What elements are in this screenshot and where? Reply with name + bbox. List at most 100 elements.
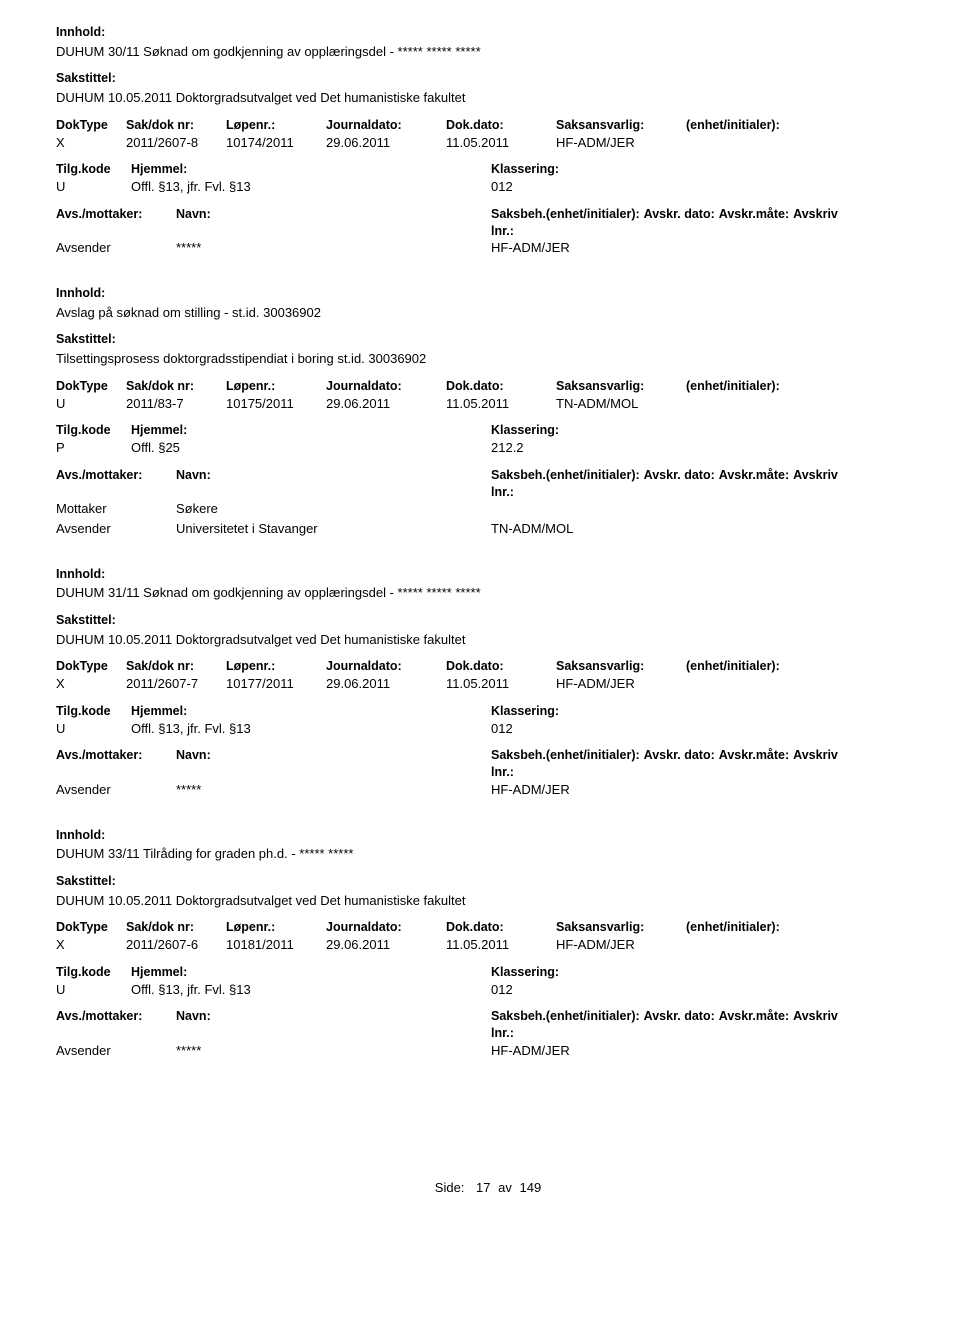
meta-data-cell: TN-ADM/MOL [556,395,686,413]
tilg-data-cell: U [56,178,131,196]
meta-header-cell: DokType [56,658,126,675]
meta-data-cell: 2011/83-7 [126,395,226,413]
innhold-value: DUHUM 30/11 Søknad om godkjenning av opp… [56,43,920,61]
party-header-subcell: Saksbeh.(enhet/initialer): [491,468,640,482]
party-header-cell: Avs./mottaker: [56,467,176,484]
party-row: Avsender*****HF-ADM/JER [56,781,920,799]
meta-header-cell: Løpenr.: [226,117,326,134]
party-row: MottakerSøkere [56,500,920,518]
party-header-subcell: Avskr.måte: [719,1009,789,1023]
innhold-value: DUHUM 33/11 Tilråding for graden ph.d. -… [56,845,920,863]
meta-data-cell: X [56,134,126,152]
meta-header-cell: Journaldato: [326,658,446,675]
sakstittel-value: DUHUM 10.05.2011 Doktorgradsutvalget ved… [56,892,920,910]
journal-record: Innhold:DUHUM 31/11 Søknad om godkjennin… [56,566,920,799]
party-row: AvsenderUniversitetet i StavangerTN-ADM/… [56,520,920,538]
party-header-subcell: Saksbeh.(enhet/initialer): [491,1009,640,1023]
tilg-data-cell: U [56,720,131,738]
tilg-data-cell: Offl. §13, jfr. Fvl. §13 [131,720,491,738]
meta-data-cell: 29.06.2011 [326,134,446,152]
tilg-header-cell: Klassering: [491,964,821,981]
page-current: 17 [476,1180,490,1195]
journal-record: Innhold: DUHUM 30/11 Søknad om godkjennin… [56,24,920,257]
party-saksbeh: TN-ADM/MOL [491,520,856,538]
meta-header-cell: (enhet/initialer): [686,117,856,134]
tilg-data-cell: Offl. §25 [131,439,491,457]
meta-data-cell: 2011/2607-6 [126,936,226,954]
side-label: Side: [435,1180,465,1195]
innhold-label: Innhold: [56,827,920,844]
party-header-cell: Saksbeh.(enhet/initialer):Avskr. dato:Av… [491,747,856,781]
meta-data-cell: 2011/2607-7 [126,675,226,693]
tilg-header-cell: Tilg.kode [56,422,131,439]
tilg-data-cell: 012 [491,720,821,738]
page-footer: Side: 17 av 149 [56,1179,920,1197]
meta-header-row: DokTypeSak/dok nr:Løpenr.:Journaldato:Do… [56,117,920,134]
party-header-cell: Navn: [176,1008,491,1025]
meta-data-cell: 10175/2011 [226,395,326,413]
meta-header-cell: Journaldato: [326,117,446,134]
records-container: Innhold: DUHUM 30/11 Søknad om godkjennin… [56,24,920,1059]
party-role: Avsender [56,781,176,799]
party-header-subcell: Avskr. dato: [644,468,715,482]
meta-header-cell: DokType [56,378,126,395]
meta-header-cell: Dok.dato: [446,117,556,134]
party-header-subcell: Avskr.måte: [719,748,789,762]
tilg-data-cell: 012 [491,178,821,196]
tilg-header-cell: Hjemmel: [131,703,491,720]
meta-data-row: U2011/83-710175/201129.06.201111.05.2011… [56,395,920,413]
party-role: Avsender [56,1042,176,1060]
sakstittel-label: Sakstittel: [56,612,920,629]
page-av: av [498,1180,512,1195]
tilg-header-cell: Klassering: [491,703,821,720]
sakstittel-label: Sakstittel: [56,873,920,890]
journal-record: Innhold:Avslag på søknad om stilling - s… [56,285,920,538]
tilg-data-row: UOffl. §13, jfr. Fvl. §13012 [56,720,920,738]
innhold-label: Innhold: [56,24,920,41]
meta-header-cell: (enhet/initialer): [686,378,856,395]
journal-record: Innhold:DUHUM 33/11 Tilråding for graden… [56,827,920,1060]
tilg-data-row: UOffl. §13, jfr. Fvl. §13012 [56,981,920,999]
party-header-row: Avs./mottaker:Navn:Saksbeh.(enhet/initia… [56,1008,920,1042]
party-role: Avsender [56,520,176,538]
meta-data-row: X2011/2607-710177/201129.06.201111.05.20… [56,675,920,693]
party-name: ***** [176,781,491,799]
innhold-value: DUHUM 31/11 Søknad om godkjenning av opp… [56,584,920,602]
sakstittel-label: Sakstittel: [56,70,920,87]
tilg-data-cell: Offl. §13, jfr. Fvl. §13 [131,178,491,196]
innhold-label: Innhold: [56,285,920,302]
tilg-header-cell: Tilg.kode [56,161,131,178]
meta-header-cell: Løpenr.: [226,378,326,395]
meta-header-cell: Saksansvarlig: [556,658,686,675]
party-role: Avsender [56,239,176,257]
tilg-header-cell: Klassering: [491,422,821,439]
tilg-header-row: Tilg.kodeHjemmel:Klassering: [56,703,920,720]
meta-data-cell: 29.06.2011 [326,675,446,693]
meta-header-row: DokTypeSak/dok nr:Løpenr.:Journaldato:Do… [56,658,920,675]
tilg-header-cell: Klassering: [491,161,821,178]
tilg-data-row: UOffl. §13, jfr. Fvl. §13012 [56,178,920,196]
tilg-header-cell: Hjemmel: [131,422,491,439]
meta-data-cell: 11.05.2011 [446,936,556,954]
party-saksbeh: HF-ADM/JER [491,781,856,799]
party-header-subcell: Avskr. dato: [644,1009,715,1023]
meta-data-cell: HF-ADM/JER [556,134,686,152]
tilg-data-cell: P [56,439,131,457]
meta-data-cell: 29.06.2011 [326,936,446,954]
page-total: 149 [520,1180,542,1195]
party-header-cell: Saksbeh.(enhet/initialer): Avskr. dato: Av… [491,1008,856,1042]
meta-header-cell: Sak/dok nr: [126,919,226,936]
sakstittel-value: DUHUM 10.05.2011 Doktorgradsutvalget ved… [56,89,920,107]
party-header-subcell: Avskr. dato: [644,207,715,221]
meta-data-cell: 10174/2011 [226,134,326,152]
meta-data-cell: X [56,936,126,954]
tilg-header-cell: Hjemmel: [131,964,491,981]
tilg-header-cell: Hjemmel: [131,161,491,178]
party-header-cell: Navn: [176,206,491,223]
meta-data-cell: 11.05.2011 [446,675,556,693]
meta-header-cell: (enhet/initialer): [686,919,856,936]
meta-header-cell: (enhet/initialer): [686,658,856,675]
tilg-data-cell: U [56,981,131,999]
meta-data-cell: U [56,395,126,413]
party-name: Universitetet i Stavanger [176,520,491,538]
